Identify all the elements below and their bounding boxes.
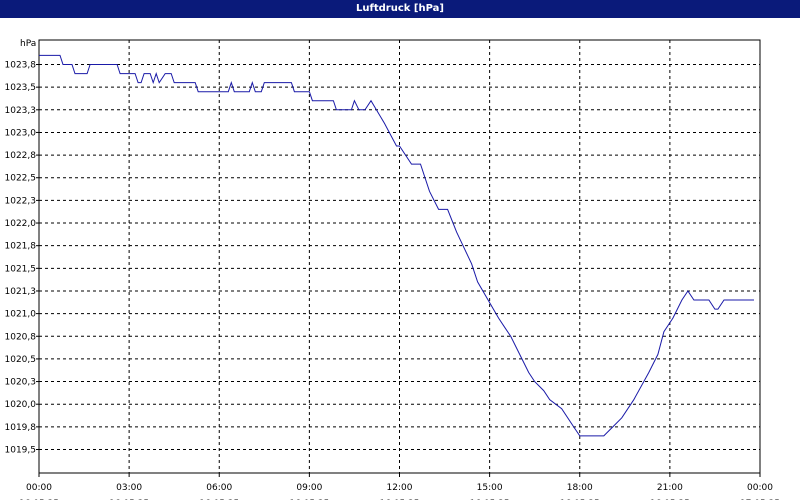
y-tick-label: 1023,5 — [5, 83, 37, 93]
y-tick-label: 1020,0 — [5, 400, 37, 410]
grid — [39, 40, 760, 473]
line-chart: 1019,5 1019,8 1020,0 1020,3 1020,5 1020,8 1021… — [5, 39, 781, 500]
x-axis: 00:0016.05.2503:0016.05.2506:0016.05.250… — [19, 473, 780, 500]
y-tick-label: 1019,8 — [5, 423, 37, 433]
x-tick-time: 00:00 — [26, 483, 52, 493]
y-tick-label: 1020,3 — [5, 378, 37, 388]
x-tick-time: 06:00 — [206, 483, 232, 493]
y-tick-label: 1022,3 — [5, 196, 37, 206]
x-tick-time: 18:00 — [567, 483, 593, 493]
y-tick-label: 1022,5 — [5, 174, 37, 184]
y-tick-label: 1020,8 — [5, 332, 37, 342]
x-tick-time: 00:00 — [747, 483, 773, 493]
x-tick-time: 09:00 — [296, 483, 322, 493]
y-tick-label: 1021,0 — [5, 310, 37, 320]
y-tick-label: 1022,0 — [5, 219, 37, 229]
x-tick-time: 12:00 — [387, 483, 413, 493]
y-tick-label: 1023,0 — [5, 128, 37, 138]
y-tick-label: 1020,5 — [5, 355, 37, 365]
chart-title: Luftdruck [hPa] — [0, 0, 800, 18]
y-tick-label: 1023,8 — [5, 61, 37, 71]
x-tick-time: 03:00 — [116, 483, 142, 493]
y-tick-label: 1022,8 — [5, 151, 37, 161]
y-tick-label: 1021,5 — [5, 264, 37, 274]
pressure-series-line — [39, 54, 754, 437]
y-tick-label: 1019,5 — [5, 446, 37, 456]
y-axis: 1019,5 1019,8 1020,0 1020,3 1020,5 1020,8 1021… — [5, 61, 39, 456]
y-axis-label: hPa — [20, 39, 36, 49]
y-tick-label: 1021,3 — [5, 287, 37, 297]
y-tick-label: 1023,3 — [5, 106, 37, 116]
y-tick-label: 1021,8 — [5, 242, 37, 252]
x-tick-time: 15:00 — [477, 483, 503, 493]
x-tick-time: 21:00 — [657, 483, 683, 493]
